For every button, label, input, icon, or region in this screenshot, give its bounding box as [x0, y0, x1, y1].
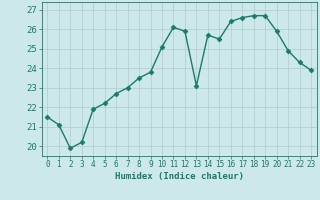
X-axis label: Humidex (Indice chaleur): Humidex (Indice chaleur) — [115, 172, 244, 181]
